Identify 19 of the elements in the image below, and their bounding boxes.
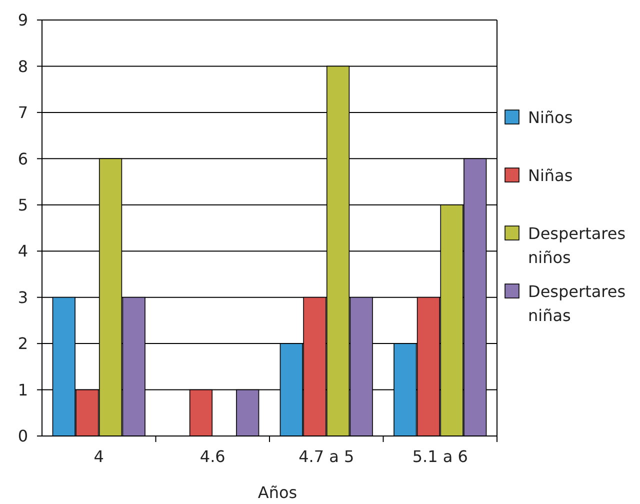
x-tick-label: 5.1 a 6 (412, 447, 468, 466)
y-tick-label: 2 (18, 334, 28, 354)
y-tick-label: 8 (18, 56, 28, 76)
y-tick-label: 3 (18, 288, 28, 307)
y-tick-label: 1 (18, 380, 28, 400)
x-tick-label: 4.7 a 5 (298, 447, 354, 466)
y-tick-label: 9 (18, 10, 28, 30)
y-tick-label: 7 (18, 103, 28, 122)
x-tick-label: 4.6 (200, 447, 226, 466)
y-tick-label: 0 (18, 426, 28, 446)
legend-label: Niñas (528, 166, 573, 185)
x-tick-label: 4 (94, 447, 104, 466)
x-axis-title: Años (258, 483, 298, 502)
y-tick-label: 5 (18, 195, 28, 214)
y-tick-label: 6 (18, 149, 28, 168)
legend-label: Niños (528, 108, 573, 127)
legend-label: Despertares niños (528, 224, 626, 267)
legend-label: Despertares niñas (528, 282, 626, 325)
y-tick-label: 4 (18, 242, 28, 261)
